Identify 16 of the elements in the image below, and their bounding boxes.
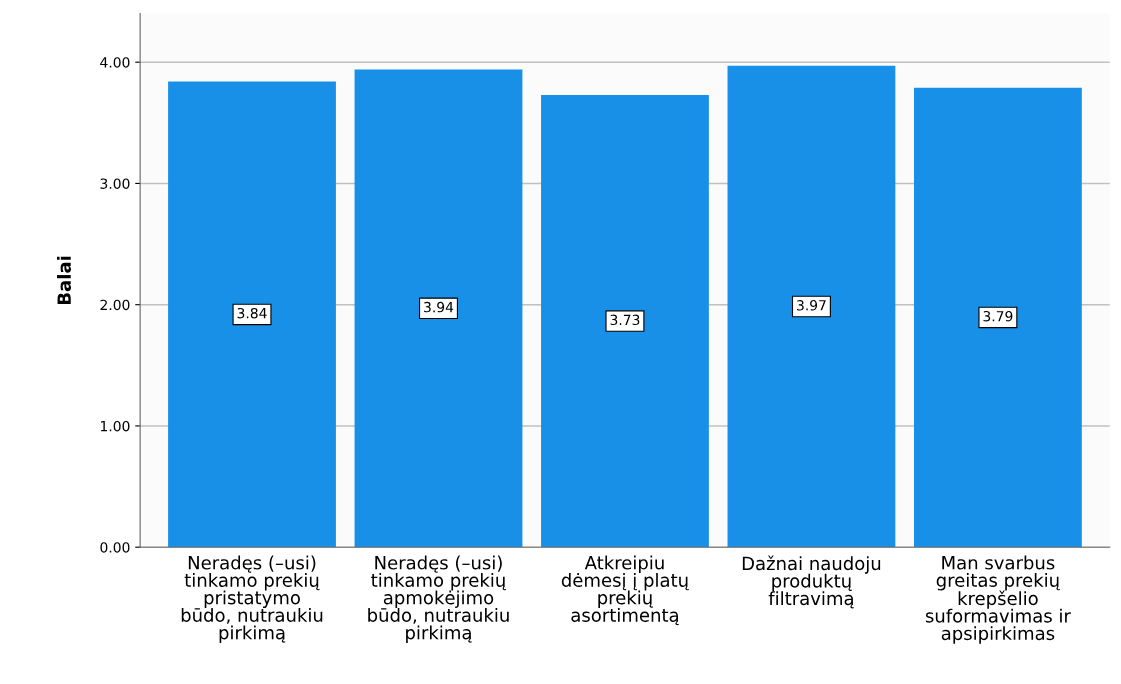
y-tick-label: 4.00 bbox=[100, 57, 130, 68]
y-tick-label: 3.00 bbox=[100, 178, 130, 189]
y-axis-title: Balai bbox=[57, 256, 71, 305]
y-tick-label: 1.00 bbox=[101, 420, 130, 432]
x-tick-label: Dažnai naudoju produktų filtravimą bbox=[742, 555, 881, 609]
data-label: 3.97 bbox=[797, 300, 826, 311]
x-tick-label: Man svarbus greitas prekių krepšelio suformavimas ir apsipirkimas bbox=[925, 555, 1071, 644]
y-tick-label: 0.00 bbox=[100, 542, 130, 553]
y-tick-label: 2.00 bbox=[100, 299, 130, 311]
x-tick-label: Neradęs (–usi) tinkamo prekių pristatymo būdo, nutraukiu pirkimą bbox=[181, 555, 323, 643]
data-label: 3.73 bbox=[610, 314, 640, 326]
data-label: 3.94 bbox=[424, 301, 454, 313]
x-tick-label: Neradęs (–usi) tinkamo prekių apmokėjimo būdo, nutraukiu pirkimą bbox=[368, 555, 509, 643]
data-label: 3.84 bbox=[237, 307, 267, 319]
data-label: 3.79 bbox=[983, 310, 1013, 322]
x-tick-label: Atkreipiu dėmesį į platų prekių asortimentą bbox=[561, 555, 689, 626]
